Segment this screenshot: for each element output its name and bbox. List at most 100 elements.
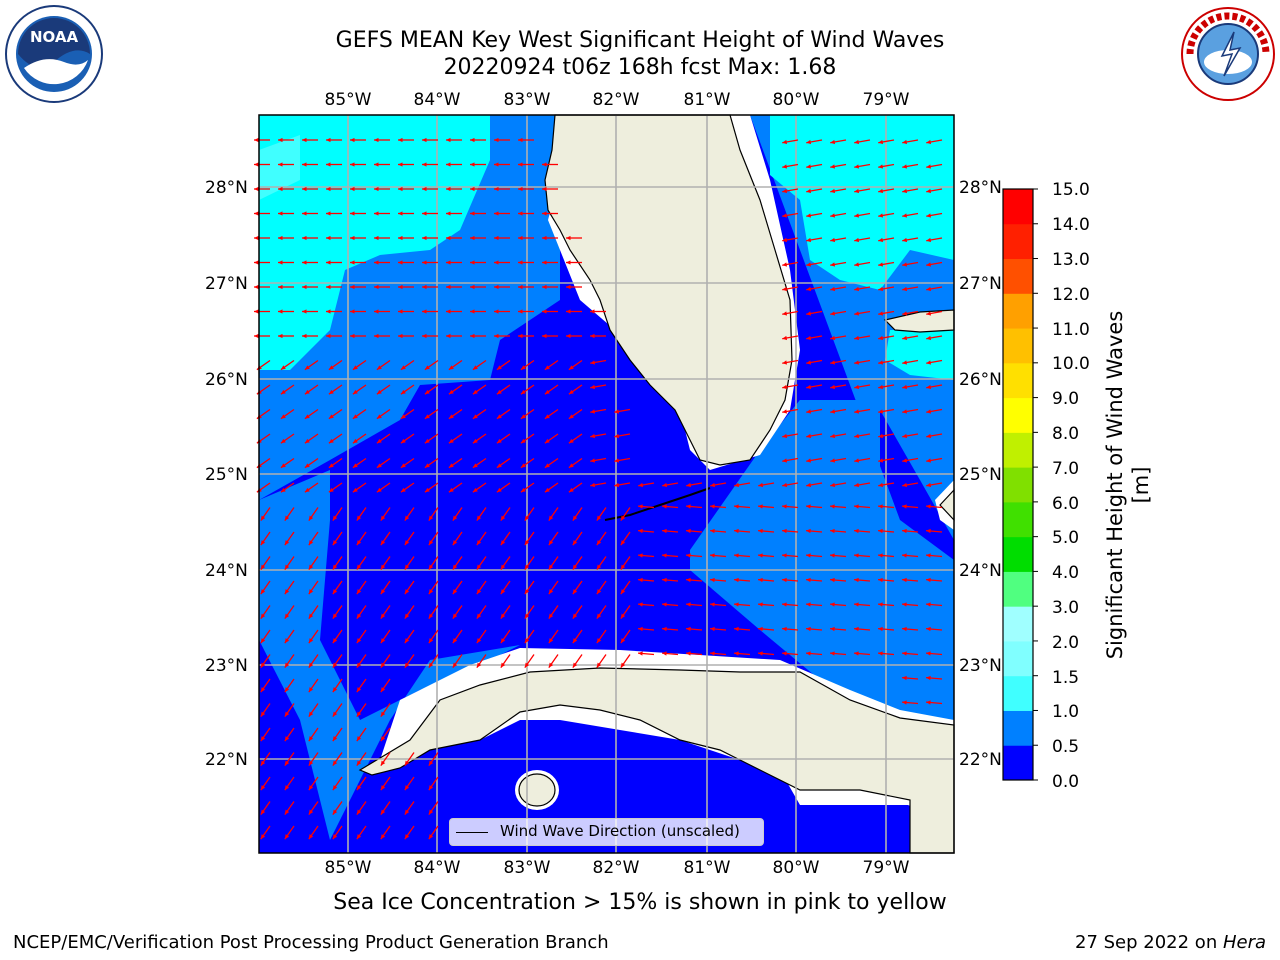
wind-wave-arrowhead <box>520 414 526 419</box>
wind-wave-arrowhead <box>472 365 478 370</box>
wind-wave-arrowhead <box>638 626 643 632</box>
wind-wave-arrowhead <box>568 389 574 395</box>
wind-wave-arrowhead <box>398 186 403 192</box>
wind-wave-arrowhead <box>422 162 427 167</box>
wind-wave-arrowhead <box>424 438 430 444</box>
wind-wave-arrowhead <box>500 613 506 619</box>
wind-wave-arrowhead <box>326 137 331 143</box>
wind-wave-arrowhead <box>328 414 334 419</box>
wind-wave-arrowhead <box>356 687 362 693</box>
wind-wave-arrowhead <box>542 186 547 192</box>
lon-label-top-83w: 83°W <box>503 90 551 110</box>
wind-wave-arrowhead <box>572 564 578 570</box>
wind-wave-arrowhead <box>280 438 286 444</box>
wind-wave-arrowhead <box>710 602 715 607</box>
wind-wave-arrowhead <box>326 235 331 241</box>
wind-wave-arrowhead <box>854 286 860 292</box>
wind-wave-arrowhead <box>518 235 523 241</box>
wind-wave-arrowhead <box>830 360 836 365</box>
wind-wave-arrowhead <box>374 333 379 339</box>
wind-wave-arrowhead <box>806 528 811 534</box>
wind-wave-arrowhead <box>278 333 283 339</box>
wind-wave-arrowhead <box>400 487 406 493</box>
wind-wave-arrowhead <box>596 564 602 570</box>
wind-wave-arrowhead <box>902 262 908 267</box>
wind-wave-arrowhead <box>518 309 523 314</box>
wind-wave-arrowhead <box>902 335 908 341</box>
wind-wave-arrowhead <box>380 589 386 595</box>
wind-wave-arrowhead <box>878 528 883 534</box>
wind-wave-arrowhead <box>686 553 691 558</box>
wind-wave-arrowhead <box>902 577 907 583</box>
wave-height-band-2 <box>770 115 954 290</box>
wind-wave-arrowhead <box>332 687 338 693</box>
wind-wave-arrowhead <box>284 834 290 840</box>
wind-wave-arrowhead <box>926 577 931 583</box>
wind-wave-arrowhead <box>542 235 547 241</box>
wind-wave-arrowhead <box>568 463 574 468</box>
lon-label-top-79w: 79°W <box>862 90 910 110</box>
wind-wave-arrowhead <box>500 564 506 570</box>
wind-wave-arrowhead <box>638 651 643 656</box>
wind-wave-arrowhead <box>326 162 331 167</box>
wind-wave-arrowhead <box>254 333 259 339</box>
wind-wave-arrowhead <box>854 504 859 509</box>
wind-wave-arrowhead <box>568 487 574 493</box>
wind-wave-arrowhead <box>302 211 307 216</box>
colorbar-segment <box>1003 640 1033 677</box>
wind-wave-arrowhead <box>404 564 410 570</box>
wind-wave-arrowhead <box>782 651 787 656</box>
wind-wave-arrowhead <box>926 213 932 218</box>
wind-wave-arrowhead <box>332 785 338 791</box>
colorbar-segment <box>1003 536 1033 572</box>
colorbar-tick: 12.0 <box>1052 285 1090 305</box>
wind-wave-arrowhead <box>806 504 811 509</box>
wind-wave-arrowhead <box>620 662 626 668</box>
wind-wave-arrowhead <box>328 438 334 444</box>
wind-wave-arrowhead <box>572 613 578 619</box>
wind-wave-arrowhead <box>758 504 763 509</box>
colorbar-segment <box>1003 467 1033 503</box>
wind-wave-arrowhead <box>352 487 358 493</box>
lon-label-bottom-84w: 84°W <box>413 858 461 878</box>
wind-wave-arrowhead <box>284 613 290 619</box>
wind-wave-arrowhead <box>422 235 427 241</box>
wind-wave-arrowhead <box>524 540 530 546</box>
wind-wave-arrowhead <box>400 463 406 468</box>
colorbar-segment <box>1003 675 1033 711</box>
wind-wave-arrowhead <box>278 186 283 192</box>
wind-wave-arrowhead <box>496 438 502 444</box>
wind-wave-arrowhead <box>278 309 283 314</box>
wind-wave-arrowhead <box>356 540 362 546</box>
wind-wave-arrowhead <box>806 626 811 632</box>
wind-wave-arrowhead <box>590 433 596 439</box>
wind-wave-arrowhead <box>854 602 859 607</box>
wind-wave-arrowhead <box>878 482 884 488</box>
wind-wave-arrowhead <box>446 284 451 290</box>
wind-wave-arrowhead <box>380 638 386 644</box>
noaa-logo: NOAA <box>5 5 103 103</box>
wind-wave-arrowhead <box>782 433 788 439</box>
wind-wave-arrowhead <box>878 626 883 632</box>
wind-wave-arrowhead <box>878 602 883 607</box>
lat-label-left-24n: 24°N <box>205 561 248 581</box>
wind-wave-arrowhead <box>734 482 740 488</box>
colorbar-segment <box>1003 432 1033 468</box>
wind-wave-arrowhead <box>332 540 338 546</box>
wind-wave-arrowhead <box>806 164 812 169</box>
wind-wave-arrowhead <box>284 785 290 791</box>
wind-wave-arrowhead <box>596 515 602 521</box>
wind-wave-arrowhead <box>524 613 530 619</box>
plot-title-line1: GEFS MEAN Key West Significant Height of… <box>335 28 945 53</box>
wind-wave-arrowhead <box>428 564 434 570</box>
wind-wave-arrowhead <box>254 211 259 216</box>
wind-wave-arrowhead <box>328 389 334 395</box>
wind-wave-arrowhead <box>926 237 932 243</box>
wind-wave-arrowhead <box>854 482 860 488</box>
wind-wave-arrowhead <box>854 626 859 632</box>
wind-wave-arrowhead <box>878 213 884 218</box>
wind-wave-arrowhead <box>902 651 907 656</box>
colorbar-segment <box>1003 362 1033 399</box>
wind-wave-arrowhead <box>428 515 434 521</box>
wind-wave-arrowhead <box>926 360 932 365</box>
